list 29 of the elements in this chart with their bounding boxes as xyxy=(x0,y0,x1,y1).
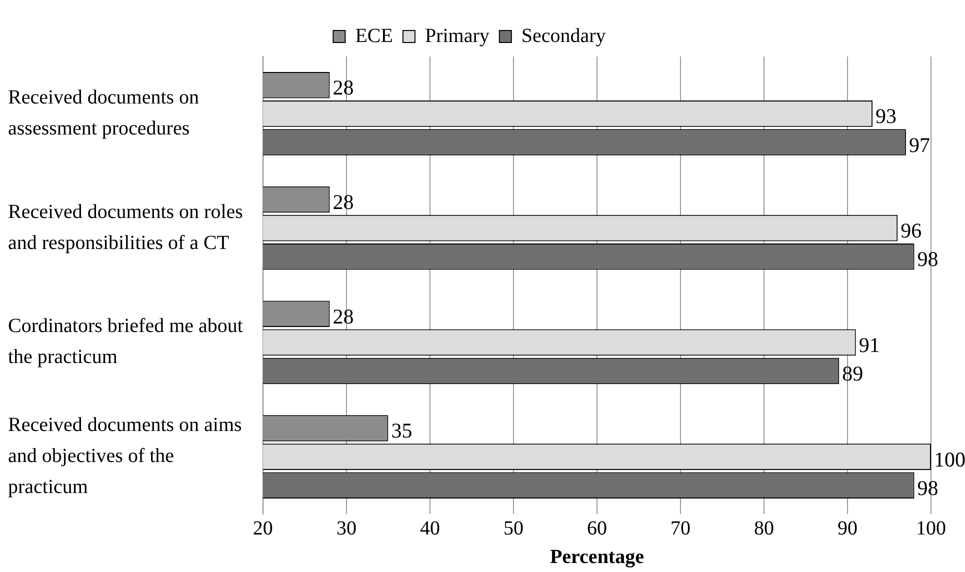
x-axis-title: Percentage xyxy=(550,546,644,568)
x-tick-label: 90 xyxy=(837,517,858,540)
data-label: 28 xyxy=(332,190,354,214)
x-tick-label: 20 xyxy=(252,517,273,540)
legend-label: ECE xyxy=(355,24,393,47)
x-tick-label: 40 xyxy=(420,517,440,540)
y-tick-label: Received documents on roles and responsibilities of a CT xyxy=(8,200,244,254)
data-label: 28 xyxy=(332,76,354,100)
y-tick-label: Cordinators briefed me about the practicum xyxy=(8,315,244,368)
data-label: 93 xyxy=(876,104,897,128)
x-tick-label: 100 xyxy=(916,517,946,540)
data-label: 89 xyxy=(842,362,864,386)
data-label: 98 xyxy=(917,247,938,272)
data-label: 98 xyxy=(917,476,938,500)
legend-label: Primary xyxy=(424,24,490,47)
data-label: 91 xyxy=(858,332,880,357)
x-tick-label: 50 xyxy=(503,517,524,540)
y-tick-label: Received documents on aims and objectives of the practicum xyxy=(8,414,242,498)
data-label: 97 xyxy=(908,132,930,157)
data-label: 28 xyxy=(332,304,354,328)
x-tick-label: 80 xyxy=(754,517,774,540)
data-label: 35 xyxy=(391,418,412,443)
x-tick-label: 60 xyxy=(586,517,607,540)
data-label: 100 xyxy=(934,447,965,472)
data-label: 96 xyxy=(900,218,922,243)
legend-label: Secondary xyxy=(521,24,606,47)
x-tick-label: 70 xyxy=(670,517,690,540)
x-tick-label: 30 xyxy=(336,517,356,540)
y-tick-label: Received documents on assessment procedures xyxy=(8,86,200,140)
